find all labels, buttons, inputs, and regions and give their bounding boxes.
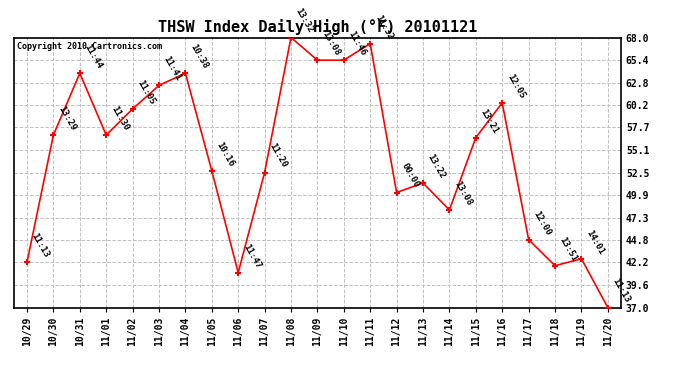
Text: 11:05: 11:05 [135, 78, 157, 106]
Text: 11:46: 11:46 [346, 30, 368, 57]
Text: 14:01: 14:01 [584, 228, 605, 256]
Text: 13:51: 13:51 [558, 235, 579, 263]
Text: 12:05: 12:05 [505, 72, 526, 100]
Text: 11:30: 11:30 [109, 105, 130, 132]
Text: 11:41: 11:41 [161, 55, 183, 82]
Text: 13:08: 13:08 [452, 179, 473, 207]
Text: 12:00: 12:00 [531, 209, 553, 237]
Text: 11:47: 11:47 [241, 242, 262, 270]
Text: 10:38: 10:38 [188, 43, 209, 70]
Text: 13:08: 13:08 [320, 30, 342, 57]
Text: 11:32: 11:32 [373, 13, 394, 41]
Text: 13:29: 13:29 [56, 105, 77, 132]
Text: 13:21: 13:21 [479, 107, 500, 135]
Text: 11:44: 11:44 [83, 43, 104, 70]
Text: 13:32: 13:32 [294, 7, 315, 35]
Text: 00:00: 00:00 [400, 162, 421, 190]
Text: Copyright 2010 Cartronics.com: Copyright 2010 Cartronics.com [17, 42, 162, 51]
Text: 11:20: 11:20 [268, 142, 288, 170]
Text: 11:13: 11:13 [30, 232, 51, 260]
Title: THSW Index Daily High (°F) 20101121: THSW Index Daily High (°F) 20101121 [158, 19, 477, 35]
Text: 11:13: 11:13 [611, 277, 632, 305]
Text: 13:22: 13:22 [426, 152, 447, 180]
Text: 10:16: 10:16 [215, 140, 236, 168]
